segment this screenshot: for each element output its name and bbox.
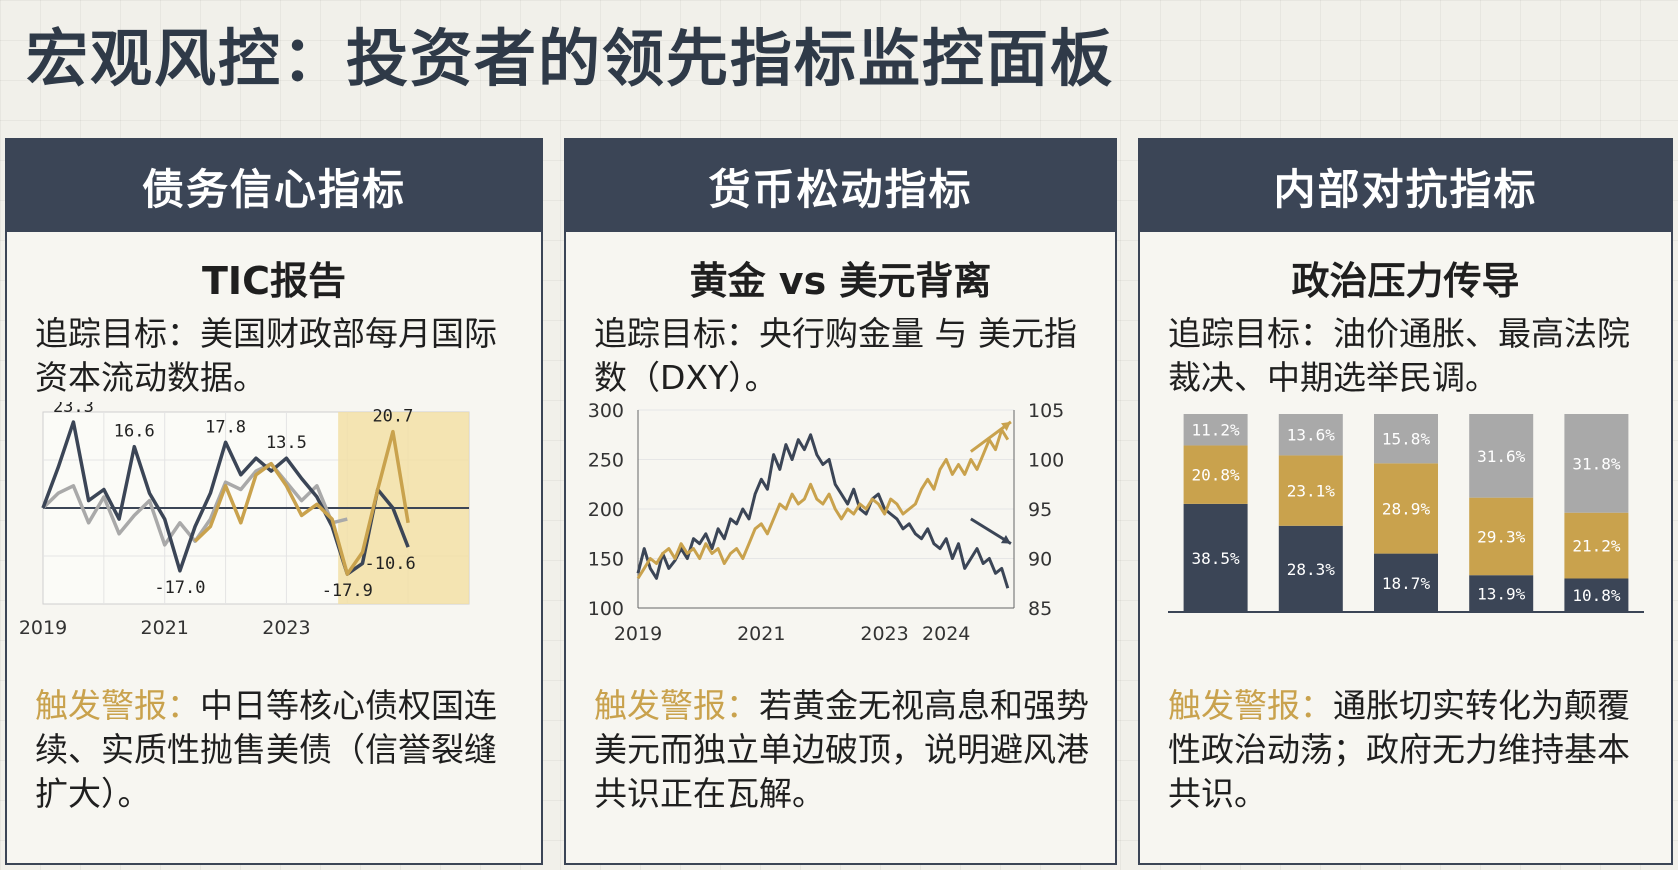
y-right-tick-label: 100 <box>1028 450 1064 472</box>
alert-label: 触发警报： <box>594 686 759 725</box>
gold-dxy-line-chart: 300 250 200 150 100 105 100 95 90 85 2019 2021 2023 2… <box>588 402 1065 645</box>
alert-label: 触发警报： <box>35 686 200 725</box>
panel-subtitle: TIC报告 <box>202 259 346 303</box>
bar-segment <box>1469 575 1534 612</box>
panel-header: 货币松动指标 <box>566 140 1115 232</box>
y-right-tick-label: 85 <box>1028 598 1052 620</box>
x-tick-label: 2019 <box>19 617 67 639</box>
data-label: 13.5 <box>266 433 307 453</box>
y-right-tick-label: 90 <box>1028 549 1052 571</box>
bar-segment <box>1183 445 1248 504</box>
bar-segment <box>1374 414 1438 464</box>
bar-value-label: 38.5% <box>1192 549 1241 568</box>
panel-debt-confidence: 债务信心指标 TIC报告 追踪目标：美国财政部每月国际资本流动数据。 23.3 1… <box>5 138 543 865</box>
bar-segment <box>1278 525 1343 612</box>
y-left-tick-label: 300 <box>588 402 624 422</box>
panel-description: 追踪目标：油价通胀、最高法院裁决、中期选举民调。 <box>1168 314 1630 397</box>
data-label: 20.7 <box>372 407 413 427</box>
bar-segment <box>1564 512 1629 579</box>
bar-value-label: 31.6% <box>1477 447 1526 466</box>
series-line <box>636 433 1010 589</box>
x-tick-label: 2019 <box>614 623 662 645</box>
data-label: 17.8 <box>205 417 246 437</box>
bar-value-label: 13.6% <box>1287 426 1336 445</box>
y-right-tick-label: 95 <box>1028 499 1052 521</box>
y-right-tick-label: 105 <box>1028 402 1064 422</box>
x-tick-label: 2023 <box>262 617 310 639</box>
x-tick-label: 2021 <box>141 617 189 639</box>
page-title: 宏观风控：投资者的领先指标监控面板 <box>26 22 1115 95</box>
bar-segment <box>1374 463 1438 554</box>
y-left-tick-label: 100 <box>588 598 624 620</box>
panel-alert: 触发警报：中日等核心债权国连续、实质性抛售美债（信誉裂缝扩大）。 <box>7 684 541 824</box>
x-tick-label: 2024 <box>922 623 970 645</box>
gold-dxy-chart-container: 300 250 200 150 100 105 100 95 90 85 2019 2021 2023 2… <box>566 402 1115 664</box>
bar-segment <box>1183 503 1248 612</box>
x-tick-label: 2021 <box>737 623 785 645</box>
bar-value-label: 13.9% <box>1477 585 1526 604</box>
panel-internal-conflict: 内部对抗指标 政治压力传导 追踪目标：油价通胀、最高法院裁决、中期选举民调。 3… <box>1138 138 1673 865</box>
bar-value-label: 31.8% <box>1572 454 1621 473</box>
trend-arrow-head <box>1000 534 1011 544</box>
bar-value-label: 23.1% <box>1287 482 1336 501</box>
series-line <box>193 429 410 576</box>
data-label: 16.6 <box>114 422 155 442</box>
bar-value-label: 20.8% <box>1192 466 1241 485</box>
data-label: -17.0 <box>154 578 205 598</box>
bar-segment <box>1564 578 1629 612</box>
bar-value-label: 21.2% <box>1572 537 1621 556</box>
tic-chart-container: 23.3 16.6 -17.0 17.8 13.5 -17.9 20.7 -10.6 2019 2… <box>7 402 541 664</box>
bar-value-label: 28.3% <box>1287 560 1336 579</box>
series-line <box>41 461 348 547</box>
data-label: -10.6 <box>365 554 416 574</box>
y-left-tick-label: 250 <box>588 450 624 472</box>
alert-text: 中日等核心债权国连续、实质性抛售美债（信誉裂缝扩大）。 <box>35 686 497 813</box>
series-line <box>636 428 1010 580</box>
bar-value-label: 10.8% <box>1572 586 1621 605</box>
bar-segment <box>1278 455 1343 526</box>
x-tick-label: 2023 <box>860 623 908 645</box>
panel-alert: 触发警报：通胀切实转化为颠覆性政治动荡；政府无力维持基本共识。 <box>1140 684 1671 824</box>
alert-text: 通胀切实转化为颠覆性政治动荡；政府无力维持基本共识。 <box>1168 686 1630 813</box>
tic-line-chart: 23.3 16.6 -17.0 17.8 13.5 -17.9 20.7 -10.6 2019 2… <box>19 402 470 639</box>
panel-description: 追踪目标：央行购金量 与 美元指数（DXY）。 <box>594 314 1077 397</box>
panel-header: 内部对抗指标 <box>1140 140 1671 232</box>
panel-subtitle: 黄金 vs 美元背离 <box>689 259 992 303</box>
y-left-tick-label: 150 <box>588 549 624 571</box>
bar-value-label: 15.8% <box>1382 430 1431 449</box>
trend-arrow-head <box>1001 421 1011 431</box>
bar-value-label: 18.7% <box>1382 574 1431 593</box>
stacked-bar-chart: 38.5% 20.8% 11.2% 28.3% 23.1% 13.6% 18.7% 28.9%… <box>1168 414 1644 613</box>
data-label: 23.3 <box>53 402 94 417</box>
bar-value-label: 29.3% <box>1477 527 1526 546</box>
panel-header: 债务信心指标 <box>7 140 541 232</box>
panel-alert: 触发警报：若黄金无视高息和强势美元而独立单边破顶，说明避风港共识正在瓦解。 <box>566 684 1115 824</box>
bar-value-label: 11.2% <box>1192 421 1241 440</box>
data-label: -17.9 <box>322 581 373 601</box>
bar-segment <box>1469 497 1534 576</box>
bar-segment <box>1183 414 1248 446</box>
bar-segment <box>1564 414 1629 513</box>
panel-description: 追踪目标：美国财政部每月国际资本流动数据。 <box>35 314 497 397</box>
bar-segment <box>1278 414 1343 456</box>
panel-currency-loosening: 货币松动指标 黄金 vs 美元背离 追踪目标：央行购金量 与 美元指数（DXY）… <box>564 138 1117 865</box>
bar-segment <box>1469 414 1534 498</box>
panel-subtitle: 政治压力传导 <box>1291 259 1520 303</box>
political-pressure-chart-container: 38.5% 20.8% 11.2% 28.3% 23.1% 13.6% 18.7% 28.9%… <box>1140 402 1671 664</box>
y-left-tick-label: 200 <box>588 499 624 521</box>
alert-label: 触发警报： <box>1168 686 1333 725</box>
bar-segment <box>1374 553 1438 612</box>
alert-text: 若黄金无视高息和强势美元而独立单边破顶，说明避风港共识正在瓦解。 <box>594 686 1089 813</box>
bar-value-label: 28.9% <box>1382 499 1431 518</box>
